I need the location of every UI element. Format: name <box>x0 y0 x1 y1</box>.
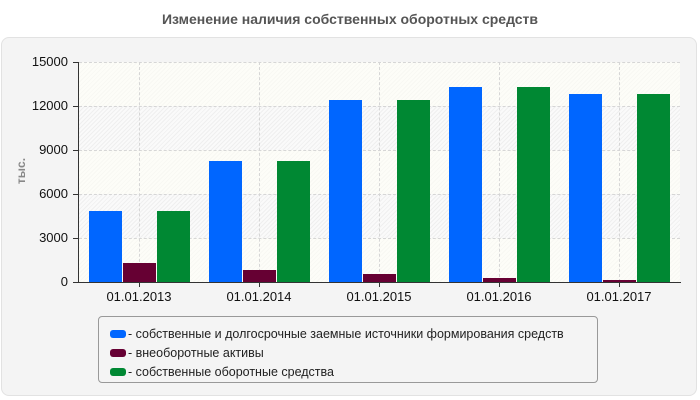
x-tick-label: 01.01.2013 <box>106 289 172 304</box>
bar[interactable] <box>397 100 430 282</box>
plot-area <box>79 62 680 282</box>
legend-label: - собственные и долгосрочные заемные ист… <box>128 326 564 341</box>
y-tick-label: 12000 <box>31 98 68 113</box>
bar[interactable] <box>209 161 242 282</box>
bar[interactable] <box>449 86 482 282</box>
grid-line-vertical <box>619 62 620 282</box>
legend-swatch-icon <box>110 329 126 338</box>
y-tick-label: 15000 <box>31 54 68 69</box>
y-tick-mark <box>73 194 79 195</box>
x-tick-mark <box>139 282 140 287</box>
grid-line-vertical <box>499 62 500 282</box>
legend-swatch-icon <box>110 367 126 376</box>
legend-label: - внеоборотные активы <box>128 345 264 360</box>
bar[interactable] <box>243 269 276 282</box>
chart-title: Изменение наличия собственных оборотных … <box>161 11 539 27</box>
legend-item[interactable]: - внеоборотные активы <box>99 343 597 362</box>
bar[interactable] <box>89 211 122 282</box>
bar[interactable] <box>603 279 636 282</box>
bar[interactable] <box>123 262 156 282</box>
y-tick-label: 0 <box>60 274 68 289</box>
x-tick-mark <box>259 282 260 287</box>
bar[interactable] <box>363 273 396 282</box>
x-tick-mark <box>499 282 500 287</box>
bar[interactable] <box>277 161 310 282</box>
bar[interactable] <box>517 86 550 282</box>
x-tick-label: 01.01.2014 <box>226 289 292 304</box>
x-tick-label: 01.01.2016 <box>466 289 532 304</box>
y-tick-label: 3000 <box>39 230 68 245</box>
bar[interactable] <box>483 278 516 282</box>
y-axis-label: тыс. <box>14 157 28 185</box>
bar[interactable] <box>157 211 190 282</box>
grid-line-vertical <box>379 62 380 282</box>
y-tick-mark <box>73 238 79 239</box>
legend-item[interactable]: - собственные оборотные средства <box>99 362 597 381</box>
legend: - собственные и долгосрочные заемные ист… <box>98 316 598 383</box>
x-tick-label: 01.01.2017 <box>586 289 652 304</box>
legend-label: - собственные оборотные средства <box>128 364 334 379</box>
y-tick-mark <box>73 150 79 151</box>
y-axis <box>78 62 79 283</box>
bar[interactable] <box>637 94 670 282</box>
grid-line-vertical <box>139 62 140 282</box>
bar[interactable] <box>569 94 602 282</box>
y-tick-mark <box>73 62 79 63</box>
bar[interactable] <box>329 100 362 282</box>
y-tick-mark <box>73 282 79 283</box>
x-tick-mark <box>619 282 620 287</box>
legend-item[interactable]: - собственные и долгосрочные заемные ист… <box>99 324 597 343</box>
x-tick-label: 01.01.2015 <box>346 289 412 304</box>
y-tick-label: 9000 <box>39 142 68 157</box>
legend-swatch-icon <box>110 348 126 357</box>
grid-line-vertical <box>259 62 260 282</box>
y-tick-label: 6000 <box>39 186 68 201</box>
x-tick-mark <box>379 282 380 287</box>
y-tick-mark <box>73 106 79 107</box>
